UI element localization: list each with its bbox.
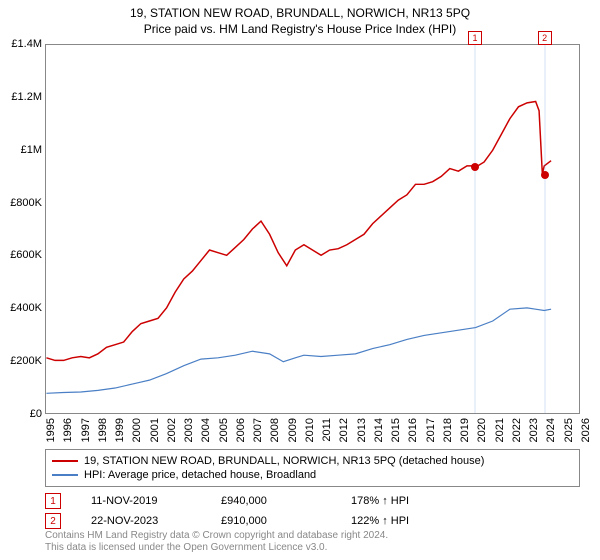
sales-marker-box: 2 [45, 513, 61, 529]
x-tick-label: 2002 [166, 418, 178, 442]
sales-date: 11-NOV-2019 [91, 495, 191, 507]
x-tick-label: 1999 [114, 418, 126, 442]
x-tick-label: 2005 [218, 418, 230, 442]
x-tick-label: 2017 [425, 418, 437, 442]
x-tick-label: 1995 [45, 418, 57, 442]
x-tick-label: 2018 [442, 418, 454, 442]
sales-price: £910,000 [221, 515, 321, 527]
x-tick-label: 2015 [390, 418, 402, 442]
footer-attribution: Contains HM Land Registry data © Crown c… [45, 530, 580, 554]
x-tick-label: 2003 [183, 418, 195, 442]
y-tick-label: £0 [2, 408, 42, 420]
y-tick-label: £600K [2, 249, 42, 261]
legend-box: 19, STATION NEW ROAD, BRUNDALL, NORWICH,… [45, 449, 580, 487]
y-tick-label: £800K [2, 197, 42, 209]
x-tick-label: 2000 [131, 418, 143, 442]
sale-band-marker: 2 [538, 31, 552, 45]
x-tick-label: 2021 [494, 418, 506, 442]
x-tick-label: 2008 [269, 418, 281, 442]
x-tick-label: 2012 [338, 418, 350, 442]
chart-subtitle: Price paid vs. HM Land Registry's House … [0, 20, 600, 40]
sales-hpi: 122% ↑ HPI [351, 515, 451, 527]
plot-area: 12 [45, 44, 580, 414]
footer-line-2: This data is licensed under the Open Gov… [45, 542, 580, 554]
x-tick-label: 2022 [511, 418, 523, 442]
x-tick-label: 2024 [545, 418, 557, 442]
x-tick-label: 1996 [62, 418, 74, 442]
legend-row: HPI: Average price, detached house, Broa… [52, 468, 573, 482]
sales-table: 1 11-NOV-2019 £940,000 178% ↑ HPI 2 22-NOV-20… [45, 491, 580, 531]
sales-row: 1 11-NOV-2019 £940,000 178% ↑ HPI [45, 491, 580, 511]
footer-line-1: Contains HM Land Registry data © Crown c… [45, 530, 580, 542]
x-tick-label: 2007 [252, 418, 264, 442]
sales-price: £940,000 [221, 495, 321, 507]
x-tick-label: 2013 [356, 418, 368, 442]
x-tick-label: 2010 [304, 418, 316, 442]
sale-band-marker: 1 [468, 31, 482, 45]
chart-title: 19, STATION NEW ROAD, BRUNDALL, NORWICH,… [0, 0, 600, 20]
x-tick-label: 2020 [476, 418, 488, 442]
sales-row: 2 22-NOV-2023 £910,000 122% ↑ HPI [45, 511, 580, 531]
sale-dot [471, 163, 479, 171]
x-tick-label: 2004 [200, 418, 212, 442]
y-tick-label: £400K [2, 302, 42, 314]
sales-hpi: 178% ↑ HPI [351, 495, 451, 507]
chart-lines-svg [46, 45, 579, 413]
y-tick-label: £200K [2, 355, 42, 367]
x-tick-label: 1998 [97, 418, 109, 442]
legend-swatch [52, 460, 78, 462]
x-tick-label: 2026 [580, 418, 592, 442]
legend-label: HPI: Average price, detached house, Broa… [84, 469, 316, 481]
x-tick-label: 2009 [287, 418, 299, 442]
y-tick-label: £1.4M [2, 38, 42, 50]
y-tick-label: £1.2M [2, 91, 42, 103]
sale-dot [541, 171, 549, 179]
x-tick-label: 2001 [149, 418, 161, 442]
legend-label: 19, STATION NEW ROAD, BRUNDALL, NORWICH,… [84, 455, 484, 467]
x-tick-label: 2019 [459, 418, 471, 442]
sales-date: 22-NOV-2023 [91, 515, 191, 527]
sale-band [544, 45, 546, 413]
x-tick-label: 2006 [235, 418, 247, 442]
x-tick-label: 2025 [563, 418, 575, 442]
x-tick-label: 2023 [528, 418, 540, 442]
legend-row: 19, STATION NEW ROAD, BRUNDALL, NORWICH,… [52, 454, 573, 468]
sales-marker-box: 1 [45, 493, 61, 509]
x-tick-label: 2011 [321, 418, 333, 442]
sale-band [474, 45, 476, 413]
y-tick-label: £1M [2, 144, 42, 156]
chart-container: 19, STATION NEW ROAD, BRUNDALL, NORWICH,… [0, 0, 600, 560]
x-tick-label: 2016 [407, 418, 419, 442]
x-tick-label: 1997 [80, 418, 92, 442]
legend-swatch [52, 474, 78, 476]
x-tick-label: 2014 [373, 418, 385, 442]
